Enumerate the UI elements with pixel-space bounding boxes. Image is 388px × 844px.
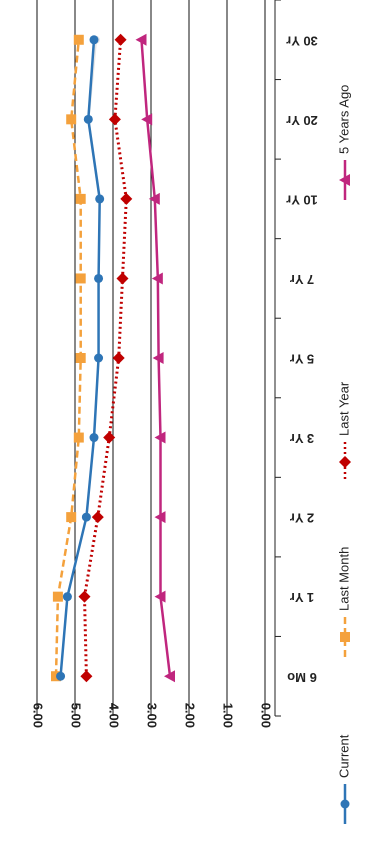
data-point-last-year (80, 670, 93, 683)
legend-label-current: Current (336, 734, 351, 778)
data-point-last-month (73, 432, 84, 443)
data-point-current (56, 671, 66, 681)
category-tick-label: 3 Yr (290, 431, 314, 446)
value-tick-label: 1.00 (221, 703, 236, 728)
data-point-last-year (112, 352, 125, 364)
data-point-last-month (52, 591, 63, 602)
legend-marker-last-year (339, 456, 351, 468)
data-point-5-years-ago (154, 511, 166, 524)
data-point-5-years-ago (135, 33, 147, 46)
value-tick-label: 3.00 (145, 703, 160, 728)
data-point-5-years-ago (164, 670, 175, 683)
legend-marker-current (340, 799, 350, 809)
data-point-current (95, 194, 105, 204)
data-point-current (62, 592, 72, 602)
data-point-5-years-ago (141, 113, 153, 126)
data-point-last-month (51, 671, 61, 682)
category-tick-label: 10 Yr (286, 192, 318, 207)
category-tick-label: 5 Yr (290, 352, 314, 367)
data-point-last-year (120, 192, 133, 205)
data-point-current (94, 353, 104, 363)
category-tick-label: 7 Yr (290, 272, 314, 287)
data-point-5-years-ago (148, 192, 160, 205)
value-tick-label: 2.00 (183, 703, 198, 728)
category-tick-label: 2 Yr (290, 511, 314, 526)
data-point-last-month (66, 114, 77, 125)
data-point-current (89, 433, 99, 443)
legend-label-5-years-ago: 5 Years Ago (336, 85, 351, 154)
data-point-last-month (75, 273, 86, 284)
data-point-last-year (108, 113, 121, 126)
data-point-5-years-ago (152, 352, 164, 364)
data-point-current (89, 35, 99, 45)
data-point-last-year (78, 590, 91, 603)
category-tick-label: 6 Mo (287, 670, 317, 685)
data-point-last-year (116, 272, 129, 285)
data-point-last-month (75, 193, 86, 204)
data-point-current (81, 512, 91, 522)
category-tick-label: 20 Yr (286, 113, 318, 128)
data-point-last-month (75, 353, 86, 363)
legend-marker-5-years-ago (339, 174, 350, 186)
value-tick-label: 4.00 (107, 703, 122, 728)
data-point-current (94, 273, 104, 283)
legend-label-last-month: Last Month (336, 547, 351, 611)
legend-marker-last-month (340, 632, 350, 642)
value-tick-label: 5.00 (69, 703, 84, 728)
data-point-last-year (91, 511, 104, 524)
data-point-last-year (114, 33, 127, 46)
category-tick-label: 1 Yr (290, 590, 314, 605)
data-point-last-month (73, 34, 84, 45)
data-point-5-years-ago (151, 272, 163, 285)
data-point-current (83, 114, 93, 124)
category-tick-label: 30 Yr (286, 33, 318, 48)
legend-label-last-year: Last Year (336, 381, 351, 436)
data-point-5-years-ago (154, 590, 166, 603)
data-point-5-years-ago (154, 431, 166, 444)
data-point-last-month (66, 512, 77, 523)
value-tick-label: 0.00 (259, 703, 274, 728)
data-point-last-year (103, 431, 116, 444)
value-tick-label: 6.00 (31, 703, 46, 728)
